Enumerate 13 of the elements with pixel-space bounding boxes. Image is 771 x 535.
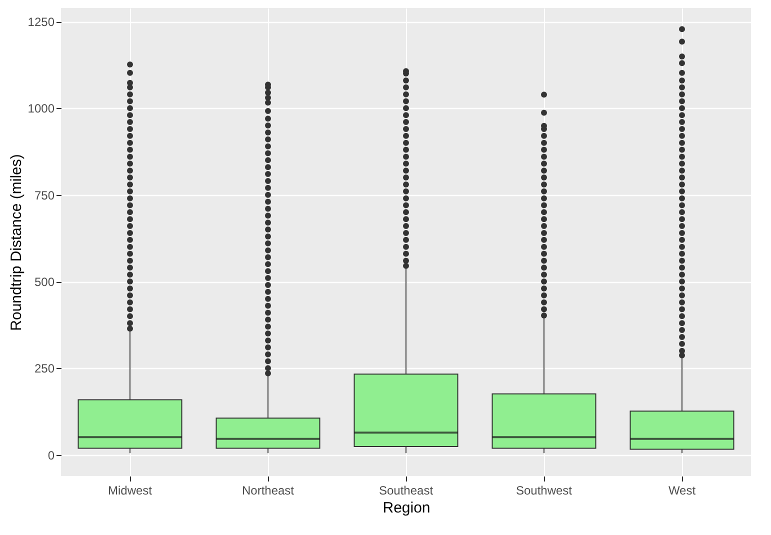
x-axis-title: Region (382, 500, 430, 516)
y-tick-label: 500 (34, 275, 55, 290)
y-tick-label: 250 (34, 362, 55, 376)
x-tick-label: Midwest (108, 484, 153, 498)
y-tick-label: 750 (34, 188, 55, 202)
x-tick-label: West (668, 484, 696, 498)
y-axis-title: Roundtrip Distance (miles) (8, 154, 25, 331)
x-tick-label: Northeast (242, 484, 295, 498)
x-tick-label: Southeast (378, 484, 434, 498)
y-tick-label: 1000 (28, 102, 55, 116)
y-tick-label: 0 (48, 448, 55, 462)
y-tick-label: 1250 (28, 15, 55, 30)
x-tick-label: Southwest (516, 484, 573, 498)
